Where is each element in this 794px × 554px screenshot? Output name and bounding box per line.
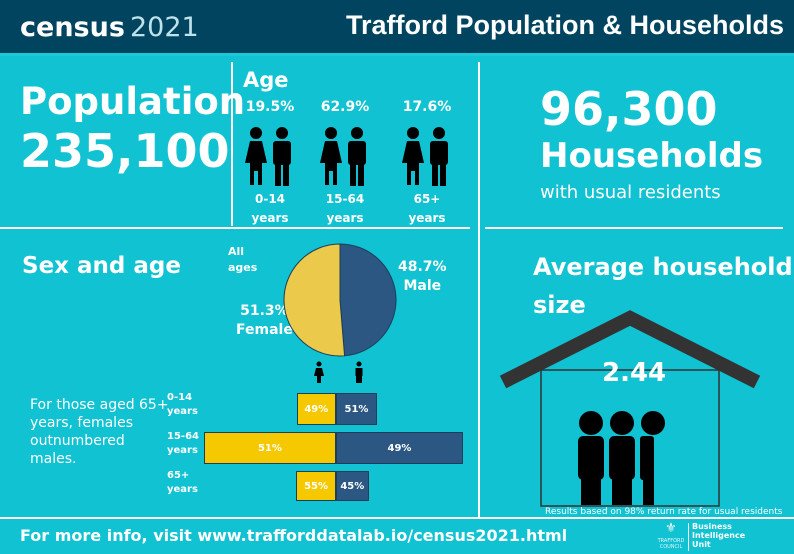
- census-logo: census: [20, 12, 125, 43]
- census-logo-year: 2021: [130, 12, 199, 43]
- bar-male: 51%: [336, 393, 377, 425]
- sex-age-note: For those aged 65+ years, females outnum…: [30, 397, 169, 467]
- age-group-label: 15-64 years: [325, 192, 365, 225]
- population-label: Population: [20, 80, 246, 123]
- divider: [231, 62, 233, 226]
- people-pair-icon: [402, 127, 448, 186]
- bar-female: 51%: [203, 432, 336, 464]
- male-pie-label: 48.7% Male: [398, 259, 447, 294]
- divider: [688, 523, 689, 551]
- age-pct: 62.9%: [320, 99, 370, 115]
- trafford-crest-icon: ⚜: [665, 521, 677, 536]
- trafford-council-label: TRAFFORD COUNCIL: [657, 538, 685, 550]
- bar-category-label: 0-14 years: [167, 392, 198, 417]
- bar-category-label: 15-64 years: [167, 431, 199, 456]
- bar-category-label: 65+ years: [167, 470, 198, 495]
- people-icon: [578, 411, 665, 505]
- sex-pie-chart: [283, 243, 397, 357]
- all-ages-label: All ages: [228, 245, 258, 274]
- avg-household-title-2: size: [533, 291, 586, 319]
- age-pct: 19.5%: [245, 99, 295, 115]
- households-sub: with usual residents: [540, 182, 721, 203]
- avg-household-value: 2.44: [602, 358, 667, 388]
- female-pie-label: 51.3% Female: [236, 303, 293, 338]
- divider: [0, 227, 470, 229]
- population-value: 235,100: [20, 124, 230, 178]
- sex-age-title: Sex and age: [22, 253, 181, 279]
- pie-slice-female: [283, 243, 346, 357]
- avg-household-note: Results based on 98% return rate for usu…: [545, 507, 783, 517]
- divider: [478, 62, 480, 517]
- bi-unit-label: Business Intelligence Unit: [692, 522, 746, 549]
- bar-male: 49%: [336, 432, 463, 464]
- bar-male: 45%: [336, 471, 369, 501]
- pie-slice-male: [339, 243, 397, 357]
- people-pair-icon: [320, 127, 366, 186]
- age-pct: 17.6%: [402, 99, 452, 115]
- female-icon: [314, 361, 324, 383]
- age-group-label: 65+ years: [408, 192, 446, 225]
- sex-icons: [314, 361, 363, 383]
- male-icon: [355, 361, 363, 383]
- people-pair-icon: [245, 127, 291, 186]
- header-bar: census 2021 Trafford Population & Househ…: [0, 0, 794, 56]
- page-title: Trafford Population & Households: [346, 10, 784, 40]
- age-group-label: 0-14 years: [251, 192, 289, 225]
- divider: [485, 227, 783, 229]
- households-label: Households: [540, 136, 764, 176]
- divider: [0, 517, 794, 519]
- bar-female: 55%: [296, 471, 336, 501]
- house-icon: [499, 310, 761, 507]
- footer-link[interactable]: For more info, visit www.trafforddatalab…: [20, 526, 568, 545]
- households-value: 96,300: [540, 82, 718, 136]
- age-title: Age: [243, 68, 289, 92]
- avg-household-title: Average household: [533, 253, 793, 281]
- bar-female: 49%: [296, 393, 336, 425]
